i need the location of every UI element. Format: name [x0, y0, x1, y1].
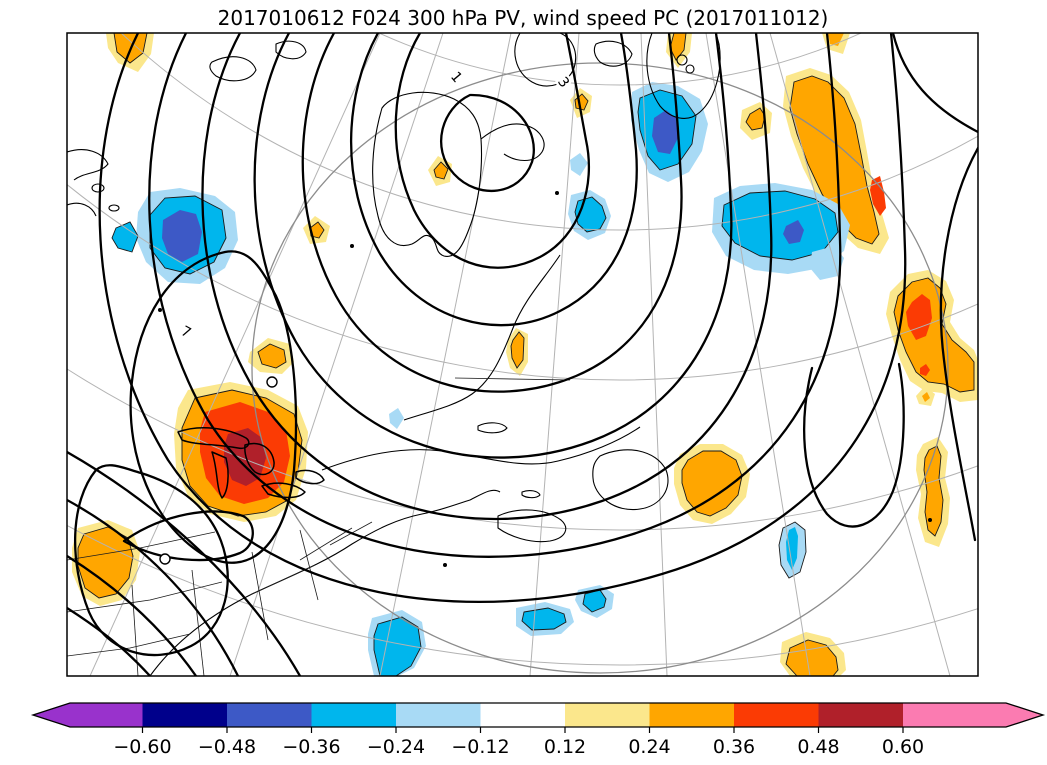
colorbar-segment: [396, 703, 481, 727]
colorbar-segment: [650, 703, 735, 727]
colorbar-tick-label: 0.48: [797, 736, 839, 758]
colorbar-tick-label: −0.24: [367, 736, 425, 758]
pc-center-marker: [160, 554, 170, 564]
colorbar-tick-label: 0.36: [713, 736, 755, 758]
colorbar-tick-label: −0.36: [282, 736, 340, 758]
island-speck: [350, 244, 354, 248]
island-speck: [443, 563, 447, 567]
anomaly-fill: [924, 446, 943, 536]
colorbar-segment: [734, 703, 819, 727]
island-speck: [555, 191, 559, 195]
colorbar-segment: [481, 703, 566, 727]
colorbar-segment: [143, 703, 228, 727]
colorbar-tick-label: −0.60: [113, 736, 171, 758]
pc-center-marker: [267, 377, 277, 387]
colorbar-tick-label: 0.60: [882, 736, 924, 758]
island-speck: [928, 518, 932, 522]
colorbar-segment: [819, 703, 904, 727]
colorbar: −0.60 −0.48 −0.36 −0.24 −0.12 0.12 0.24 0.36 0.4…: [33, 703, 1043, 758]
colorbar-tick-label: 0.12: [544, 736, 586, 758]
figure-canvas: 2017010612 F024 300 hPa PV, wind speed P…: [0, 0, 1047, 765]
colorbar-segment: [227, 703, 312, 727]
colorbar-tick-label: −0.48: [198, 736, 256, 758]
colorbar-segment: [565, 703, 650, 727]
colorbar-segment: [312, 703, 397, 727]
colorbar-extend-over: [903, 703, 1043, 727]
island-speck: [158, 308, 162, 312]
map-panel: 713: [0, 0, 1047, 676]
colorbar-tick-label: −0.12: [451, 736, 509, 758]
figure-title: 2017010612 F024 300 hPa PV, wind speed P…: [218, 6, 829, 30]
colorbar-extend-under: [33, 703, 143, 727]
weather-map-figure: 2017010612 F024 300 hPa PV, wind speed P…: [0, 0, 1047, 765]
colorbar-tick-label: 0.24: [628, 736, 670, 758]
